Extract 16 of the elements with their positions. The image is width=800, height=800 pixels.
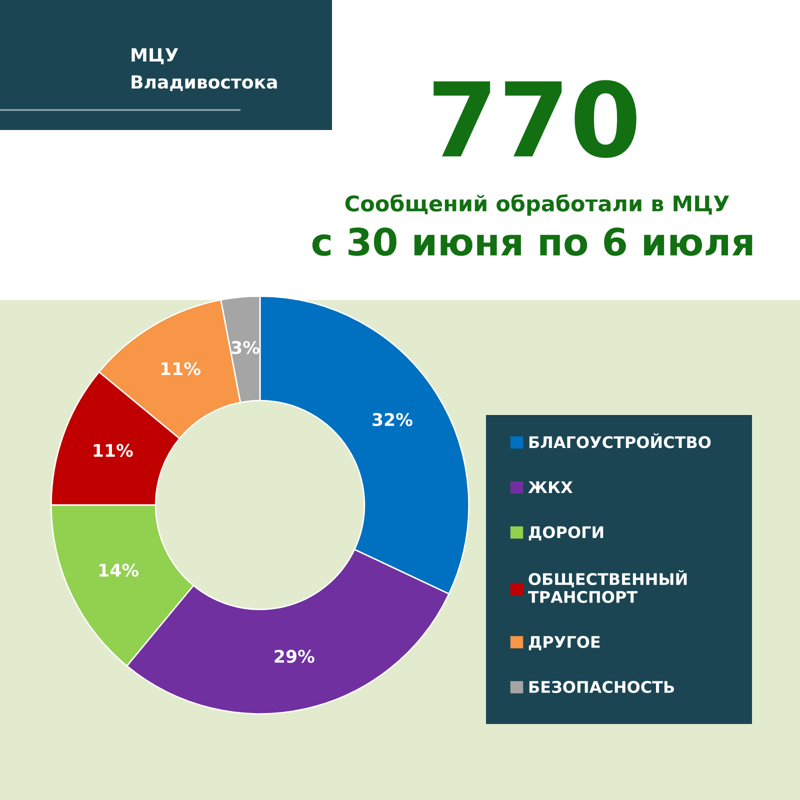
legend-label: БЛАГОУСТРОЙСТВО xyxy=(529,433,711,448)
legend-label: ЖКХ xyxy=(528,481,573,494)
legend-label: ДОРОГИ xyxy=(528,526,604,541)
data-label: 11% xyxy=(161,362,200,376)
data-label: 11% xyxy=(94,444,133,457)
legend-label: БЕЗОПАСНОСТЬ xyxy=(529,680,674,694)
data-label: 3% xyxy=(232,340,260,354)
text: с 30 июня по 6 июля xyxy=(312,228,752,256)
legend-label: ОБЩЕСТВЕННЫЙ ТРАНСПОРТ xyxy=(528,570,687,603)
data-label: 14% xyxy=(99,564,139,577)
chart-subtitle: Сообщений обработали в МЦУ xyxy=(345,194,730,216)
legend-label: ДРУГОЕ xyxy=(528,636,600,650)
text: МЦУ Владивостока xyxy=(132,48,277,92)
chart-title: 770 xyxy=(434,80,636,158)
data-label: 29% xyxy=(274,650,314,663)
data-label: 32% xyxy=(372,412,412,426)
